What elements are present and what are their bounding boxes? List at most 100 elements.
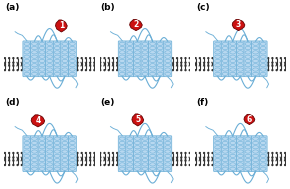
Ellipse shape bbox=[127, 167, 133, 170]
Ellipse shape bbox=[119, 141, 125, 145]
Ellipse shape bbox=[165, 146, 171, 149]
Circle shape bbox=[211, 152, 214, 154]
Ellipse shape bbox=[119, 159, 125, 162]
Ellipse shape bbox=[157, 46, 163, 50]
Ellipse shape bbox=[253, 154, 258, 157]
Ellipse shape bbox=[215, 64, 220, 67]
Circle shape bbox=[180, 164, 182, 166]
Circle shape bbox=[99, 69, 102, 71]
FancyBboxPatch shape bbox=[141, 41, 149, 77]
Ellipse shape bbox=[238, 167, 243, 170]
Text: 5: 5 bbox=[135, 115, 140, 124]
Ellipse shape bbox=[245, 42, 251, 45]
FancyBboxPatch shape bbox=[221, 136, 229, 172]
Ellipse shape bbox=[150, 159, 155, 162]
Ellipse shape bbox=[150, 137, 155, 140]
Ellipse shape bbox=[119, 167, 125, 170]
Circle shape bbox=[203, 69, 205, 71]
Circle shape bbox=[99, 164, 102, 166]
Circle shape bbox=[276, 69, 278, 71]
Circle shape bbox=[12, 164, 15, 166]
Ellipse shape bbox=[47, 55, 52, 58]
Ellipse shape bbox=[260, 137, 266, 140]
Ellipse shape bbox=[24, 72, 30, 75]
Ellipse shape bbox=[127, 146, 133, 149]
Ellipse shape bbox=[222, 51, 228, 54]
Ellipse shape bbox=[165, 72, 171, 75]
Ellipse shape bbox=[24, 55, 30, 58]
Circle shape bbox=[21, 164, 23, 166]
Ellipse shape bbox=[157, 51, 163, 54]
Circle shape bbox=[271, 164, 273, 166]
Ellipse shape bbox=[142, 68, 148, 71]
Circle shape bbox=[85, 57, 87, 59]
Circle shape bbox=[93, 164, 95, 166]
Circle shape bbox=[85, 164, 87, 166]
Circle shape bbox=[116, 69, 118, 71]
Ellipse shape bbox=[157, 159, 163, 162]
Ellipse shape bbox=[119, 150, 125, 153]
Ellipse shape bbox=[215, 51, 220, 54]
Circle shape bbox=[85, 152, 87, 154]
Ellipse shape bbox=[157, 55, 163, 58]
Ellipse shape bbox=[165, 150, 171, 153]
Ellipse shape bbox=[32, 163, 37, 166]
Ellipse shape bbox=[142, 150, 148, 153]
Ellipse shape bbox=[54, 150, 60, 153]
FancyBboxPatch shape bbox=[259, 41, 267, 77]
Ellipse shape bbox=[165, 55, 171, 58]
Ellipse shape bbox=[142, 146, 148, 149]
Ellipse shape bbox=[142, 64, 148, 67]
Ellipse shape bbox=[165, 154, 171, 157]
Ellipse shape bbox=[32, 167, 37, 170]
Ellipse shape bbox=[135, 137, 140, 140]
Ellipse shape bbox=[215, 154, 220, 157]
Ellipse shape bbox=[260, 72, 266, 75]
Polygon shape bbox=[232, 19, 245, 31]
Ellipse shape bbox=[70, 51, 75, 54]
FancyBboxPatch shape bbox=[221, 41, 229, 77]
Ellipse shape bbox=[62, 72, 68, 75]
Ellipse shape bbox=[215, 167, 220, 170]
Circle shape bbox=[271, 152, 273, 154]
Ellipse shape bbox=[165, 46, 171, 50]
Polygon shape bbox=[55, 20, 67, 32]
Ellipse shape bbox=[215, 163, 220, 166]
Ellipse shape bbox=[24, 46, 30, 50]
Ellipse shape bbox=[70, 72, 75, 75]
Ellipse shape bbox=[135, 159, 140, 162]
Circle shape bbox=[21, 152, 23, 154]
Ellipse shape bbox=[47, 163, 52, 166]
Ellipse shape bbox=[70, 137, 75, 140]
Ellipse shape bbox=[47, 167, 52, 170]
Ellipse shape bbox=[253, 141, 258, 145]
Circle shape bbox=[184, 152, 187, 154]
Text: 1: 1 bbox=[59, 21, 64, 30]
Ellipse shape bbox=[157, 72, 163, 75]
Ellipse shape bbox=[39, 51, 45, 54]
Ellipse shape bbox=[150, 141, 155, 145]
Circle shape bbox=[211, 69, 214, 71]
Ellipse shape bbox=[24, 141, 30, 145]
Ellipse shape bbox=[54, 59, 60, 63]
Ellipse shape bbox=[165, 68, 171, 71]
Ellipse shape bbox=[222, 154, 228, 157]
Ellipse shape bbox=[142, 55, 148, 58]
Circle shape bbox=[76, 69, 79, 71]
Ellipse shape bbox=[70, 154, 75, 157]
Ellipse shape bbox=[32, 146, 37, 149]
Ellipse shape bbox=[24, 154, 30, 157]
Circle shape bbox=[284, 152, 286, 154]
Ellipse shape bbox=[127, 159, 133, 162]
Ellipse shape bbox=[157, 137, 163, 140]
Ellipse shape bbox=[222, 159, 228, 162]
Text: 4: 4 bbox=[35, 116, 41, 125]
Ellipse shape bbox=[54, 55, 60, 58]
Ellipse shape bbox=[215, 68, 220, 71]
Circle shape bbox=[267, 57, 269, 59]
Ellipse shape bbox=[238, 55, 243, 58]
Ellipse shape bbox=[32, 55, 37, 58]
Ellipse shape bbox=[260, 55, 266, 58]
Ellipse shape bbox=[24, 167, 30, 170]
Ellipse shape bbox=[165, 51, 171, 54]
